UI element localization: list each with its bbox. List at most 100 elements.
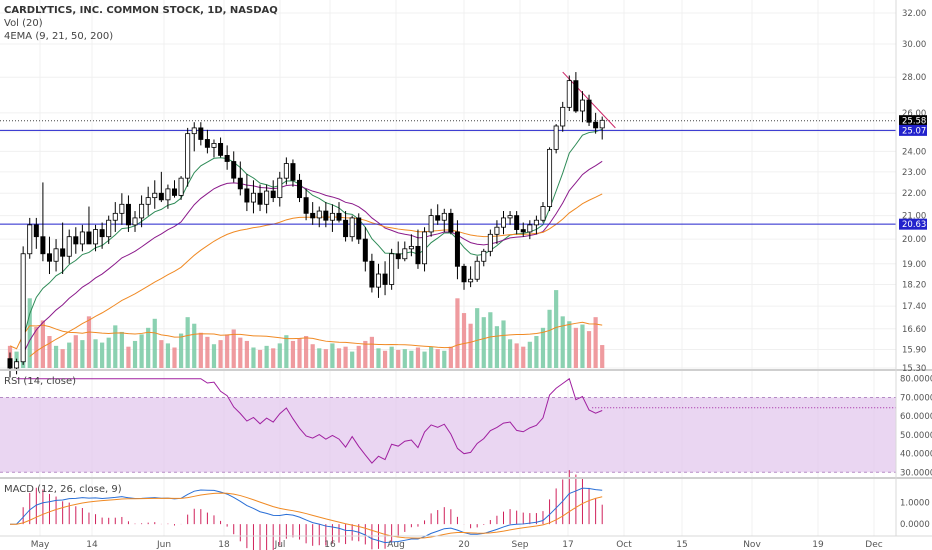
price-tick-label: 32.00 [902, 9, 926, 19]
chart-title: CARDLYTICS, INC. COMMON STOCK, 1D, NASDA… [4, 5, 278, 16]
price-tick-label: 24.00 [902, 147, 926, 157]
ema-legend[interactable]: 4EMA (9, 21, 50, 200) [4, 31, 113, 42]
volume-bar [106, 337, 111, 368]
rsi-legend[interactable]: RSI (14, close) [4, 376, 76, 387]
candle [14, 358, 20, 375]
volume-bar [350, 351, 355, 368]
volume-bar [152, 318, 157, 368]
volume-bar [185, 317, 190, 368]
candle [514, 211, 520, 235]
price-tick-label: 21.00 [902, 212, 926, 222]
candle [178, 176, 184, 200]
volume-bar [178, 333, 184, 368]
candle [593, 112, 599, 134]
candle [375, 263, 381, 298]
volume-bar [53, 345, 59, 368]
candle [277, 171, 283, 207]
candle [500, 211, 506, 235]
macd-tick-label: 0.0000 [900, 520, 930, 530]
candle [533, 215, 539, 235]
lower-line-badge: 20.63 [899, 218, 927, 230]
candles[interactable] [7, 72, 605, 378]
volume-bar [165, 343, 171, 368]
svg-text:20.63: 20.63 [902, 220, 926, 230]
candle [27, 217, 33, 259]
candle [132, 211, 138, 232]
volume-bar [244, 340, 249, 368]
candle [474, 256, 480, 282]
candle [356, 213, 362, 244]
vol-legend[interactable]: Vol (20) [4, 18, 43, 29]
candle [329, 204, 335, 232]
time-tick-label: 17 [562, 540, 573, 550]
volume-bar [547, 309, 552, 368]
volume-bar [277, 343, 282, 368]
candle [66, 229, 72, 264]
volume-bar [363, 340, 368, 368]
candle [553, 124, 559, 154]
candle [441, 208, 447, 232]
time-tick-label: Dec [865, 540, 882, 550]
volume-bar [323, 349, 328, 368]
macd-signal-line [9, 492, 603, 539]
price-tick-label: 17.40 [902, 302, 926, 312]
volume-bar [27, 298, 32, 368]
candle [422, 227, 428, 272]
macd-line [9, 487, 603, 544]
candle [540, 202, 546, 223]
volume-bar [448, 346, 453, 368]
price-tick-label: 23.00 [902, 168, 926, 178]
volume-bar [172, 347, 177, 368]
candle [112, 202, 118, 232]
candle [336, 202, 342, 223]
price-tick-label: 16.60 [902, 325, 926, 335]
volume-bar [264, 345, 269, 368]
candle [33, 217, 39, 249]
candle [46, 236, 52, 275]
volume-bar [527, 341, 532, 368]
volume-bar [47, 336, 52, 368]
volume-bar [396, 349, 401, 368]
price-tick-label: 15.30 [902, 364, 926, 374]
volume-bar [93, 339, 98, 368]
candle [494, 220, 500, 244]
svg-text:25.58: 25.58 [902, 117, 926, 127]
candle [283, 157, 289, 185]
candle [224, 145, 230, 170]
volume-bar [218, 340, 223, 368]
candle [158, 171, 164, 203]
time-tick-label: 14 [86, 540, 98, 550]
candle [185, 127, 191, 187]
volume-bar [422, 351, 427, 368]
volume-bar [514, 343, 519, 368]
time-tick-label: Jul [274, 540, 286, 550]
volume-bar [297, 338, 302, 368]
volume-bar [60, 349, 65, 368]
macd-legend[interactable]: MACD (12, 26, close, 9) [4, 484, 122, 495]
volume-bar [251, 347, 256, 368]
volume-bar [100, 342, 105, 368]
time-tick-label: Nov [743, 540, 761, 550]
volume-bar [382, 350, 388, 368]
candle [191, 122, 197, 152]
macd-histogram [16, 470, 603, 550]
price-tick-label: 15.90 [902, 345, 926, 355]
volume-bar [119, 331, 124, 368]
pane-dividers[interactable] [0, 0, 932, 537]
volume-bar [554, 290, 559, 368]
candle [211, 139, 217, 158]
volume-bar [376, 348, 381, 368]
volume-bar [567, 321, 572, 368]
candle [402, 241, 408, 262]
volume-bar [271, 348, 276, 368]
volume-bar [442, 350, 447, 368]
candle [250, 180, 256, 214]
volume-bar [257, 349, 263, 368]
volume-bar [521, 346, 526, 368]
candle [461, 263, 467, 290]
rsi-tick-label: 60.0000 [900, 412, 932, 422]
candle [527, 220, 533, 240]
volume-bar [494, 326, 500, 368]
candle [152, 180, 158, 209]
